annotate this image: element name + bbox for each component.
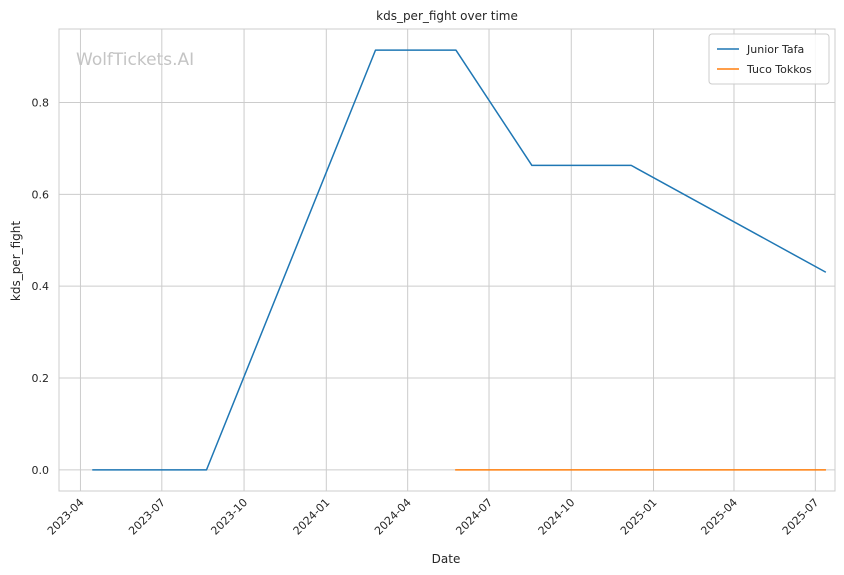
legend: Junior Tafa Tuco Tokkos <box>708 33 830 85</box>
y-tick-label: 0.2 <box>32 372 50 385</box>
x-tick-label: 2023-07 <box>126 496 168 538</box>
x-tick-labels: 2023-04 2023-07 2023-10 2024-01 2024-04 2024-… <box>45 496 822 538</box>
series-layer <box>92 49 827 471</box>
plot-frame <box>58 28 836 492</box>
y-tick-label: 0.0 <box>32 464 50 477</box>
legend-label: Junior Tafa <box>746 43 804 56</box>
x-tick-label: 2024-01 <box>291 496 333 538</box>
x-tick-label: 2024-07 <box>453 496 495 538</box>
legend-box <box>708 33 830 85</box>
y-tick-label: 0.8 <box>32 96 50 109</box>
y-axis-label: kds_per_fight <box>9 221 23 302</box>
x-tick-label: 2025-01 <box>618 496 660 538</box>
y-tick-label: 0.6 <box>32 188 50 201</box>
x-tick-label: 2023-04 <box>45 496 87 538</box>
legend-label: Tuco Tokkos <box>746 63 812 76</box>
x-tick-label: 2025-07 <box>780 496 822 538</box>
y-tick-label: 0.4 <box>32 280 50 293</box>
x-tick-label: 2023-10 <box>208 496 250 538</box>
x-tick-label: 2024-10 <box>536 496 578 538</box>
series-line-junior-tafa <box>92 49 827 471</box>
x-tick-label: 2024-04 <box>372 496 414 538</box>
y-tick-labels: 0.0 0.2 0.4 0.6 0.8 <box>32 96 50 476</box>
x-tick-label: 2025-04 <box>698 496 740 538</box>
watermark: WolfTickets.AI <box>76 50 194 70</box>
plot-background <box>59 29 835 491</box>
chart-title: kds_per_fight over time <box>376 9 518 23</box>
x-axis-label: Date <box>432 552 461 566</box>
